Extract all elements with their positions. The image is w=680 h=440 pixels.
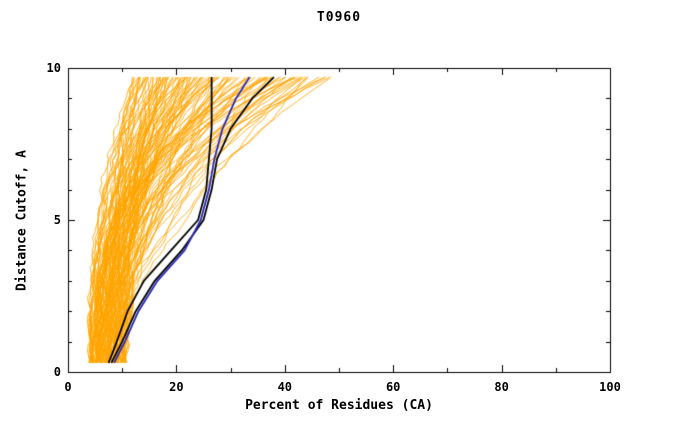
y-tick-label: 10 [46,61,61,75]
x-axis-label: Percent of Residues (CA) [245,398,433,413]
x-tick-label: 60 [385,380,401,394]
x-tick-label: 0 [64,380,72,394]
x-tick-label: 80 [494,380,509,394]
x-tick-label: 100 [599,380,621,394]
y-tick-label: 5 [53,213,61,227]
y-tick-label: 0 [53,365,61,379]
chart-title: T0960 [316,10,362,25]
x-tick-label: 40 [277,380,293,394]
x-tick-label: 20 [169,380,184,394]
y-axis-label: Distance Cutoff, A [14,150,30,291]
